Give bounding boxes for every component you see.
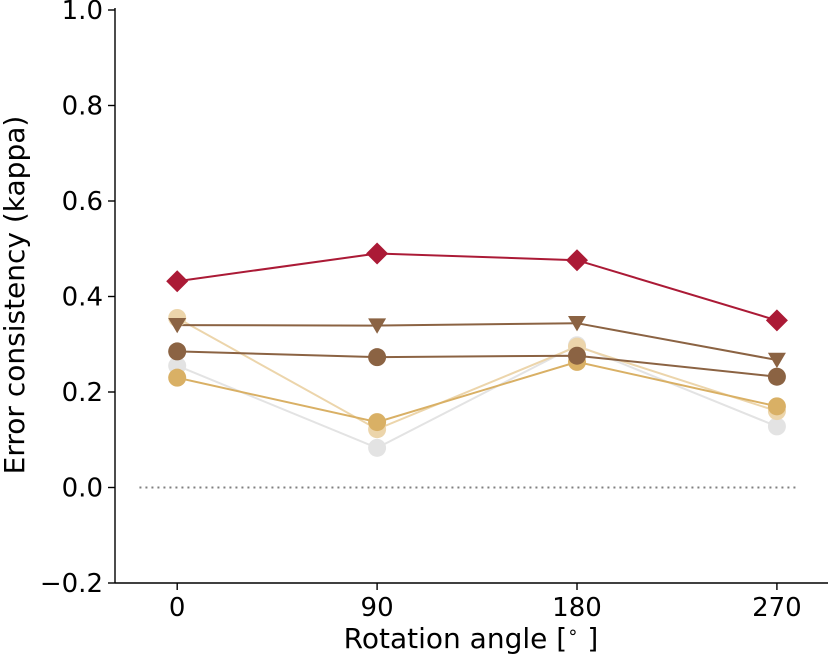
x-tick-label: 0 [169,593,186,623]
series-dark-brown-circle-point [568,346,587,365]
series-light-gray-line [176,344,778,450]
series-light-gray-point [767,417,786,436]
series-crimson-diamond-point [765,309,788,332]
series-brown-triangle-point [767,352,786,369]
x-axis-label: Rotation angle [∘ ] [344,622,599,655]
series-dark-brown-circle-point [368,348,387,367]
y-tick-label: 0.6 [62,187,103,217]
series-gold-point [767,397,786,416]
series-crimson-diamond-point [366,242,389,265]
series-dark-brown-circle-point [767,367,786,386]
y-tick-label: 1.0 [62,0,103,26]
series-light-gray-point [368,438,387,457]
series-dark-brown-circle-line [177,350,778,378]
y-tick-label: −0.2 [40,569,103,599]
x-tick-label: 270 [752,593,802,623]
x-ticks: 0 90 180 270 [169,583,802,623]
x-tick-label: 90 [361,593,394,623]
y-axis-label: Error consistency (kappa) [0,116,31,475]
series-gold-point [368,413,387,432]
y-tick-label: 0.2 [62,378,103,408]
series-brown-triangle-point [368,318,387,334]
series-markers [166,242,788,457]
series-brown-triangle-line [177,322,778,361]
y-tick-label: 0.0 [62,474,103,504]
y-tick-label: 0.8 [62,92,103,122]
series-lines [176,252,778,450]
series-crimson-diamond-point [166,270,189,293]
series-dark-brown-circle-point [168,342,187,361]
series-pale-tan-line [176,317,778,431]
series-gold-line [176,360,778,424]
y-tick-label: 0.4 [62,283,103,313]
series-crimson-diamond-line [177,252,778,322]
series-crimson-diamond-point [566,249,589,272]
y-ticks: −0.2 0.0 0.2 0.4 0.6 0.8 1.0 [40,0,115,599]
axes [114,8,828,584]
series-gold-point [168,368,187,387]
x-tick-label: 180 [552,593,602,623]
series-brown-triangle-point [168,317,187,334]
series-brown-triangle-point [568,316,587,332]
